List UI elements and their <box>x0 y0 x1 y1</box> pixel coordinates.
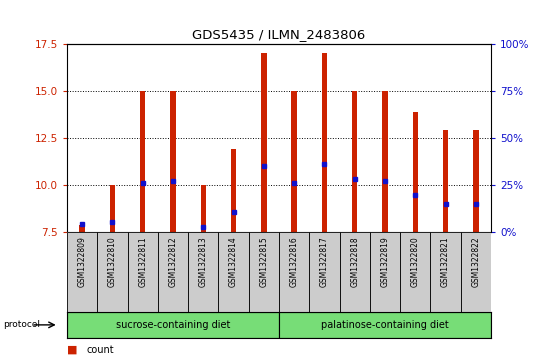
Text: GSM1322811: GSM1322811 <box>138 236 147 287</box>
Bar <box>461 232 491 312</box>
Text: GSM1322819: GSM1322819 <box>381 236 389 287</box>
Text: ■: ■ <box>67 345 78 355</box>
Bar <box>67 312 279 338</box>
Text: GSM1322817: GSM1322817 <box>320 236 329 287</box>
Text: GSM1322814: GSM1322814 <box>229 236 238 287</box>
Bar <box>309 232 340 312</box>
Title: GDS5435 / ILMN_2483806: GDS5435 / ILMN_2483806 <box>193 28 365 41</box>
Bar <box>170 91 176 232</box>
Bar <box>412 111 418 232</box>
Bar <box>128 232 158 312</box>
Bar <box>370 232 400 312</box>
Text: sucrose-containing diet: sucrose-containing diet <box>116 320 230 330</box>
Bar <box>67 232 97 312</box>
Bar <box>79 225 85 232</box>
Bar <box>279 312 491 338</box>
Bar <box>158 232 188 312</box>
Text: GSM1322812: GSM1322812 <box>169 236 177 287</box>
Text: GSM1322822: GSM1322822 <box>472 236 480 287</box>
Bar <box>430 232 461 312</box>
Bar <box>279 232 309 312</box>
Bar <box>322 53 327 232</box>
Text: protocol: protocol <box>3 321 40 329</box>
Bar <box>473 130 479 232</box>
Bar <box>200 185 206 232</box>
Text: GSM1322813: GSM1322813 <box>199 236 208 287</box>
Text: GSM1322821: GSM1322821 <box>441 236 450 287</box>
Text: GSM1322809: GSM1322809 <box>78 236 86 287</box>
Text: GSM1322816: GSM1322816 <box>290 236 299 287</box>
Text: GSM1322820: GSM1322820 <box>411 236 420 287</box>
Bar <box>352 91 358 232</box>
Text: GSM1322818: GSM1322818 <box>350 236 359 287</box>
Bar <box>249 232 279 312</box>
Bar <box>218 232 249 312</box>
Bar <box>443 130 448 232</box>
Text: GSM1322815: GSM1322815 <box>259 236 268 287</box>
Bar <box>97 232 128 312</box>
Bar <box>382 91 388 232</box>
Text: GSM1322810: GSM1322810 <box>108 236 117 287</box>
Bar <box>261 53 267 232</box>
Bar <box>188 232 218 312</box>
Bar <box>231 149 236 232</box>
Text: palatinose-containing diet: palatinose-containing diet <box>321 320 449 330</box>
Bar <box>340 232 370 312</box>
Bar <box>140 91 146 232</box>
Bar <box>291 91 297 232</box>
Bar <box>110 185 115 232</box>
Text: count: count <box>86 345 114 355</box>
Bar <box>400 232 430 312</box>
